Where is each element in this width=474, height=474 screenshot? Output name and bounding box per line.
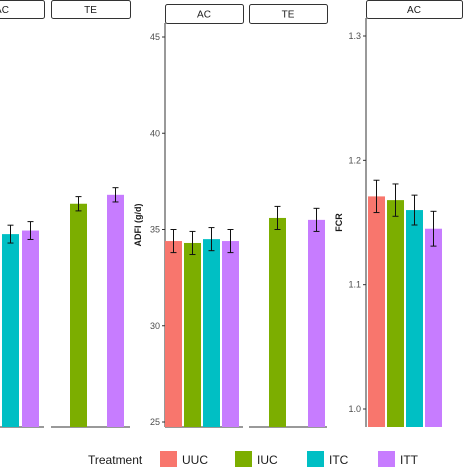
legend-title: Treatment xyxy=(88,453,143,467)
legend: Treatment UUC IUC ITC ITT xyxy=(88,451,419,467)
legend-swatch xyxy=(378,451,395,467)
bar-IUC xyxy=(269,217,286,427)
error-bar-ITC xyxy=(411,194,418,226)
y-tick-label: 1.2 xyxy=(348,155,361,165)
error-bar-UUC xyxy=(170,229,177,254)
facet-strip xyxy=(0,0,45,19)
error-bar-ITT xyxy=(430,210,437,247)
y-tick-label: 30 xyxy=(150,321,160,331)
y-tick-label: 45 xyxy=(150,32,160,42)
bar-ITT xyxy=(107,194,124,427)
bar-ITT xyxy=(22,230,39,427)
legend-swatch xyxy=(160,451,177,467)
chart-0: AC TE xyxy=(0,0,131,428)
panel-TE: TE xyxy=(51,0,131,428)
legend-swatch xyxy=(307,451,324,467)
error-bar-IUC xyxy=(274,205,281,230)
legend-label: IUC xyxy=(257,453,278,467)
error-bar-IUC xyxy=(392,183,399,217)
error-bar-IUC xyxy=(189,230,196,256)
facet-strip xyxy=(366,0,463,19)
legend-label: ITC xyxy=(329,453,349,467)
bar-UUC xyxy=(368,196,385,427)
facet-strip xyxy=(51,0,131,19)
y-tick-label: 35 xyxy=(150,225,160,235)
facet-strip xyxy=(249,4,328,24)
panel-AC: AC xyxy=(366,0,463,427)
y-tick-label: 25 xyxy=(150,417,160,427)
facet-strip-label: AC xyxy=(407,5,421,16)
error-bar-ITC xyxy=(7,224,14,244)
error-bar-ITC xyxy=(208,227,215,252)
legend-label: ITT xyxy=(400,453,419,467)
bar-ITC xyxy=(406,210,423,427)
error-bar-IUC xyxy=(75,196,82,212)
facet-strip xyxy=(165,4,244,24)
panel-AC: AC xyxy=(165,4,244,428)
legend-item-ITC: ITC xyxy=(307,451,349,467)
y-tick-label: 1.3 xyxy=(348,31,361,41)
panel-TE: TE xyxy=(249,4,328,428)
error-bar-ITT xyxy=(313,207,320,232)
error-bar-ITT xyxy=(227,229,234,254)
legend-item-UUC: UUC xyxy=(160,451,208,467)
legend-item-ITT: ITT xyxy=(378,451,419,467)
bar-ITT xyxy=(222,241,239,427)
chart-panels: AC TE 25 30 35 40 45 ADFI (g/d) AC TE 1.0 1.1 1.2 1.3… xyxy=(0,0,463,428)
bar-ITT xyxy=(308,219,325,427)
facet-strip-label: TE xyxy=(282,10,295,21)
y-tick-label: 1.0 xyxy=(348,404,361,414)
bar-IUC xyxy=(387,200,404,427)
y-axis-title: ADFI (g/d) xyxy=(133,204,143,247)
bar-UUC xyxy=(165,241,182,427)
facet-strip-label: AC xyxy=(197,10,211,21)
legend-label: UUC xyxy=(182,453,208,467)
legend-item-IUC: IUC xyxy=(235,451,278,467)
y-tick-label: 1.1 xyxy=(348,280,361,290)
bar-ITC xyxy=(203,239,220,427)
chart-1: 25 30 35 40 45 ADFI (g/d) AC TE xyxy=(133,4,328,428)
y-axis-title: FCR xyxy=(334,213,344,232)
y-tick-label: 40 xyxy=(150,128,160,138)
error-bar-ITT xyxy=(27,221,34,240)
error-bar-UUC xyxy=(373,179,380,214)
error-bar-ITT xyxy=(112,187,119,203)
bar-IUC xyxy=(184,242,201,427)
bar-ITC xyxy=(2,234,19,427)
facet-strip-label: AC xyxy=(0,5,9,16)
panel-AC: AC xyxy=(0,0,45,428)
bar-ITT xyxy=(425,228,442,427)
bar-IUC xyxy=(70,203,87,427)
legend-swatch xyxy=(235,451,252,467)
facet-strip-label: TE xyxy=(84,5,97,16)
chart-2: 1.0 1.1 1.2 1.3 FCR AC xyxy=(334,0,463,427)
